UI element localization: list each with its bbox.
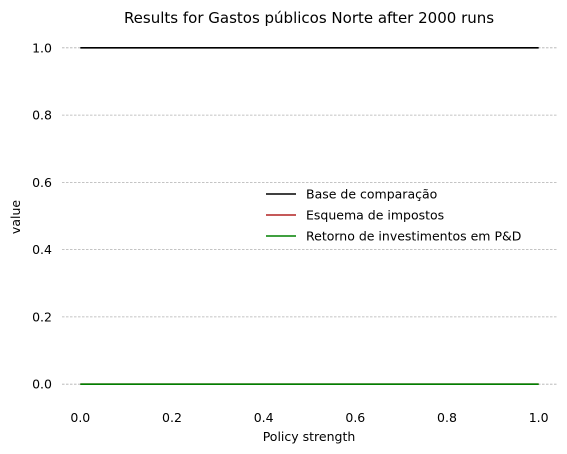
legend: Base de comparação Esquema de impostos Ret… xyxy=(266,187,521,244)
legend-label-0: Base de comparação xyxy=(306,187,437,202)
legend-label-2: Retorno de investimentos em P&D xyxy=(306,229,521,244)
x-tick-label: 0.4 xyxy=(254,410,274,425)
y-axis-label: value xyxy=(8,200,23,234)
y-tick-label: 1.0 xyxy=(32,40,52,55)
x-tick-label: 1.0 xyxy=(529,410,549,425)
y-tick-label: 0.4 xyxy=(32,242,52,257)
y-tick-label: 0.6 xyxy=(32,175,52,190)
y-tick-label: 0.0 xyxy=(32,377,52,392)
y-tick-label: 0.8 xyxy=(32,108,52,123)
x-axis-label: Policy strength xyxy=(263,429,356,444)
legend-label-1: Esquema de impostos xyxy=(306,208,444,223)
y-axis-ticks: 0.0 0.2 0.4 0.6 0.8 1.0 xyxy=(32,40,52,391)
x-tick-label: 0.2 xyxy=(162,410,182,425)
y-tick-label: 0.2 xyxy=(32,309,52,324)
chart-title: Results for Gastos públicos Norte after … xyxy=(124,9,494,27)
x-axis-ticks: 0.0 0.2 0.4 0.6 0.8 1.0 xyxy=(70,410,548,425)
x-tick-label: 0.0 xyxy=(70,410,90,425)
series-layer xyxy=(80,47,539,385)
x-tick-label: 0.6 xyxy=(345,410,365,425)
x-tick-label: 0.8 xyxy=(437,410,457,425)
